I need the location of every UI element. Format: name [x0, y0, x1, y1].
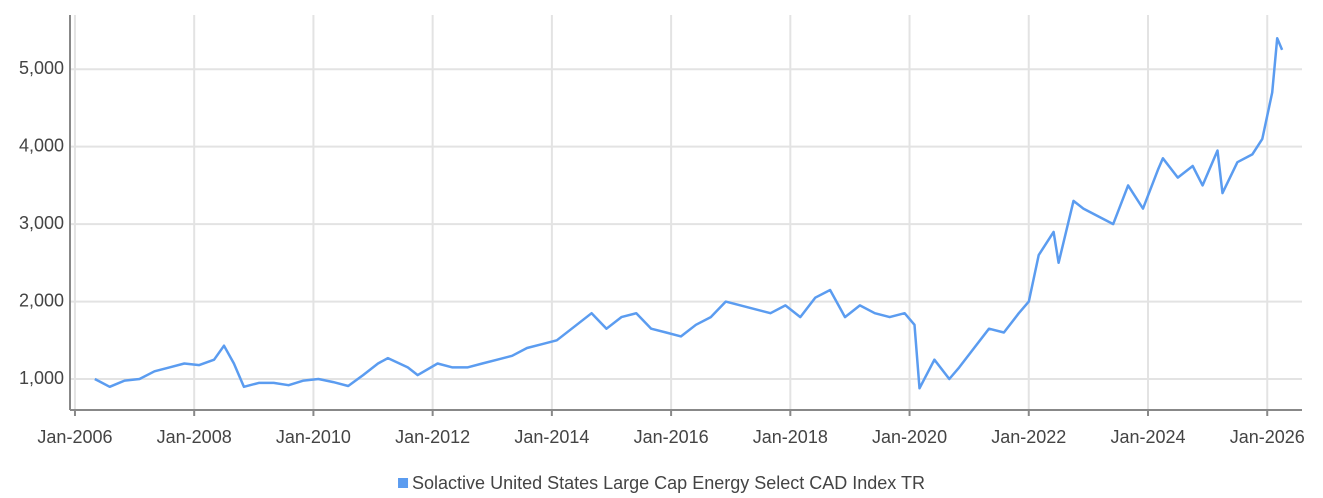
- x-tick-label: Jan-2012: [395, 427, 470, 447]
- y-tick-label: 5,000: [19, 58, 64, 78]
- x-tick-label: Jan-2010: [276, 427, 351, 447]
- legend-label: Solactive United States Large Cap Energy…: [412, 473, 925, 493]
- x-tick-label: Jan-2006: [37, 427, 112, 447]
- x-tick-label: Jan-2014: [514, 427, 589, 447]
- y-tick-label: 2,000: [19, 290, 64, 310]
- line-series: [94, 36, 1284, 390]
- x-tick-label: Jan-2008: [157, 427, 232, 447]
- y-tick-label: 4,000: [19, 135, 64, 155]
- x-tick-label: Jan-2016: [634, 427, 709, 447]
- x-tick-label: Jan-2026: [1230, 427, 1305, 447]
- x-tick-label: Jan-2024: [1110, 427, 1185, 447]
- legend-swatch: [398, 478, 409, 488]
- x-tick-label: Jan-2022: [991, 427, 1066, 447]
- y-tick-label: 3,000: [19, 213, 64, 233]
- x-tick-label: Jan-2018: [753, 427, 828, 447]
- x-tick-label: Jan-2020: [872, 427, 947, 447]
- y-tick-label: 1,000: [19, 368, 64, 388]
